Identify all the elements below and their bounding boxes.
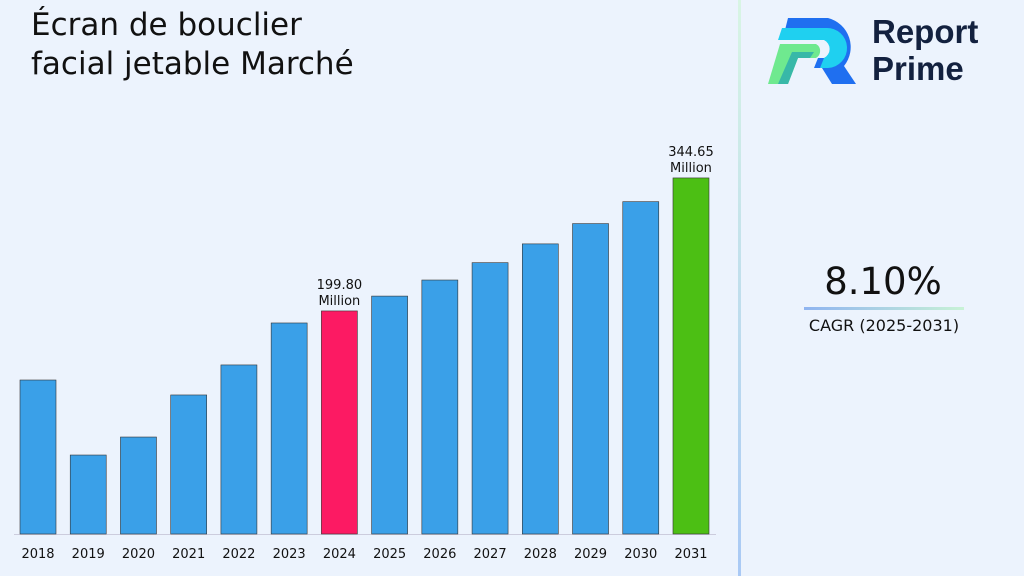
bar-2024 <box>321 310 358 535</box>
bar-2019 <box>69 454 107 535</box>
cagr-value: 8.10% <box>824 260 942 303</box>
logo-text-report: Report <box>872 13 979 50</box>
x-tick-label: 2022 <box>222 547 255 562</box>
bar-2020 <box>120 436 157 535</box>
x-tick-label: 2018 <box>21 547 54 562</box>
x-tick-label: 2026 <box>423 547 456 562</box>
chart-title: Écran de bouclier facial jetable Marché <box>31 7 354 82</box>
bar-2029 <box>572 223 609 535</box>
logo-text-prime: Prime <box>872 50 964 87</box>
data-label-unit: Million <box>318 294 360 309</box>
x-tick-label: 2029 <box>574 547 607 562</box>
x-tick-label: 2025 <box>373 547 406 562</box>
bar-2021 <box>170 394 207 535</box>
divider <box>738 0 741 576</box>
bar-2031 <box>672 177 710 535</box>
report-prime-logo-icon <box>768 18 856 84</box>
x-tick-label: 2021 <box>172 547 205 562</box>
data-label-value: 199.80 <box>317 278 363 293</box>
data-label-unit: Million <box>670 161 712 176</box>
bar-2026 <box>421 279 459 535</box>
x-tick-label: 2019 <box>72 547 105 562</box>
cagr-label: CAGR (2025-2031) <box>808 316 960 335</box>
x-tick-label: 2031 <box>674 547 707 562</box>
cagr-underline <box>804 307 964 310</box>
x-tick-label: 2027 <box>474 547 507 562</box>
data-label-value: 344.65 <box>668 145 714 160</box>
bar-chart: 2018 2019 2020 2021 2022 2023 2024199.80Millio… <box>14 145 716 562</box>
x-tick-label: 2023 <box>273 547 306 562</box>
bar-2030 <box>622 201 660 535</box>
x-tick-label: 2030 <box>624 547 657 562</box>
bar-2023 <box>270 322 308 535</box>
bar-2025 <box>371 295 408 535</box>
x-tick-label: 2028 <box>524 547 557 562</box>
bar-2028 <box>521 243 559 535</box>
bar-2018 <box>19 379 57 535</box>
x-tick-label: 2024 <box>323 547 356 562</box>
x-tick-label: 2020 <box>122 547 155 562</box>
bar-2022 <box>220 364 258 535</box>
bar-2027 <box>471 262 509 535</box>
